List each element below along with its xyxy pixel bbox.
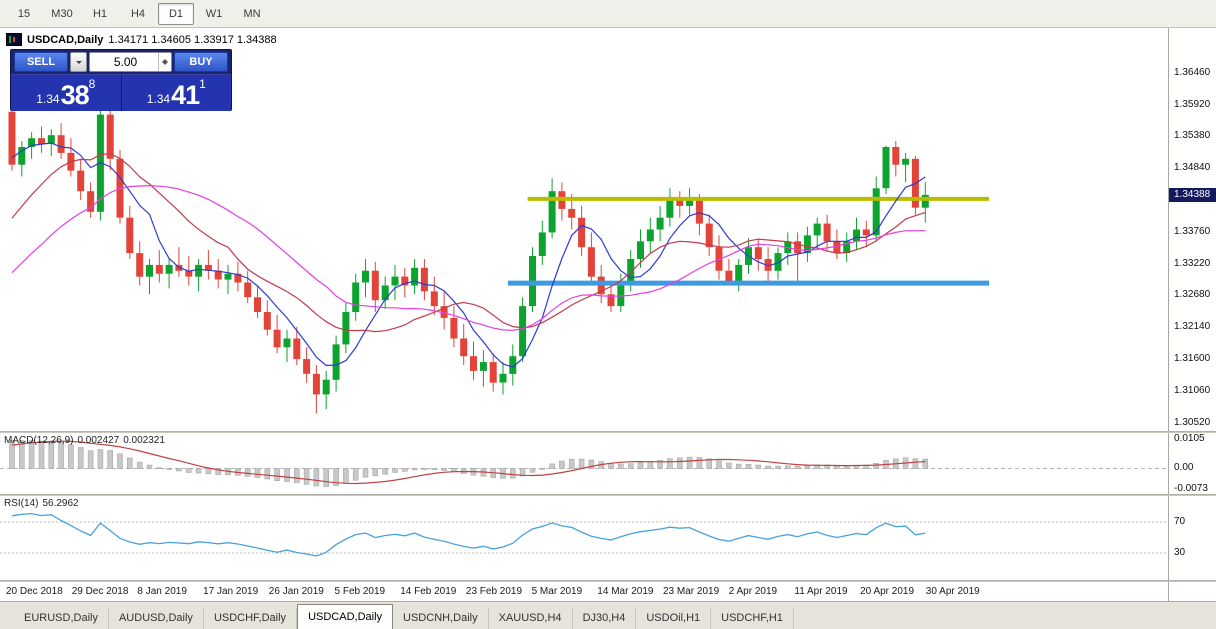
price-axis-label: 1.32140 [1174, 321, 1211, 333]
macd-name: MACD(12,26,9) [4, 435, 74, 446]
macd-axis-label: 0.00 [1174, 462, 1194, 474]
time-axis-label: 14 Feb 2019 [400, 586, 457, 597]
price-axis-label: 1.33220 [1174, 257, 1211, 269]
rsi-value: 56.2962 [42, 498, 79, 509]
timeframe-button-mn[interactable]: MN [243, 7, 261, 20]
timeframe-button-h4[interactable]: H4 [130, 7, 146, 20]
time-axis-label: 29 Dec 2018 [71, 586, 129, 597]
rsi-axis-label: 30 [1174, 547, 1186, 558]
candlestick-series [8, 105, 929, 414]
price-scale[interactable]: 1.364601.359201.353801.348401.343001.337… [1168, 28, 1216, 431]
time-axis-label: 20 Apr 2019 [860, 586, 915, 597]
chart-tab-usdchf-h1[interactable]: USDCHF,H1 [711, 608, 794, 629]
timeframe-button-d1[interactable]: D1 [158, 2, 194, 25]
sell-price-display[interactable]: 1.34 38 8 [11, 75, 122, 111]
macd-pane: MACD(12,26,9) 0.002427 0.002321 0.0105 0.00… [0, 433, 1216, 494]
order-type-dropdown[interactable] [70, 52, 87, 72]
price-axis-label: 1.34840 [1174, 162, 1211, 174]
timeframe-button-15[interactable]: 15 [17, 7, 31, 20]
time-axis-label: 26 Jan 2019 [268, 586, 324, 597]
chart-window: USDCAD,Daily 1.34171 1.34605 1.33917 1.3… [0, 28, 1216, 601]
macd-signal-value: 0.002321 [123, 435, 165, 446]
rsi-indicator[interactable] [0, 496, 1168, 580]
macd-axis-label: 0.0105 [1174, 433, 1205, 444]
spinner-down-icon[interactable] [159, 62, 171, 71]
time-axis-label: 11 Apr 2019 [794, 586, 848, 597]
price-axis-label: 1.30520 [1174, 416, 1211, 428]
chart-tab-usdoil-h1[interactable]: USDOil,H1 [636, 608, 712, 629]
sell-price-prefix: 1.34 [36, 92, 60, 106]
price-chart-pane: USDCAD,Daily 1.34171 1.34605 1.33917 1.3… [0, 28, 1216, 431]
time-axis-label: 5 Mar 2019 [531, 586, 583, 597]
buy-price-pips: 41 [171, 80, 200, 110]
buy-price-prefix: 1.34 [146, 92, 171, 106]
sell-button[interactable]: SELL [14, 52, 68, 72]
time-axis-label: 5 Feb 2019 [334, 586, 386, 597]
rsi-scale[interactable]: 70 30 [1168, 496, 1216, 580]
macd-indicator[interactable] [0, 433, 1168, 494]
macd-axis-label: -0.0073 [1174, 483, 1208, 494]
price-axis-label: 1.33760 [1174, 225, 1211, 237]
chart-tab-usdcnh-daily[interactable]: USDCNH,Daily [393, 608, 489, 629]
buy-price-point: 1 [199, 77, 206, 91]
timeframe-button-h1[interactable]: H1 [92, 7, 108, 20]
time-axis-label: 23 Feb 2019 [465, 586, 523, 597]
macd-value: 0.002427 [77, 435, 120, 446]
time-axis-label: 14 Mar 2019 [597, 586, 654, 597]
candlestick-chart[interactable] [0, 28, 1168, 431]
price-axis-label: 1.35920 [1174, 98, 1211, 110]
volume-spinner [158, 53, 171, 71]
price-axis-label: 1.31600 [1174, 353, 1211, 365]
time-axis-label: 30 Apr 2019 [925, 586, 980, 597]
chart-tab-dj30-h4[interactable]: DJ30,H4 [573, 608, 637, 629]
chart-tab-xauusd-h4[interactable]: XAUUSD,H4 [489, 608, 573, 629]
axis-corner [1168, 582, 1216, 601]
time-axis-label: 8 Jan 2019 [137, 586, 187, 597]
chart-tab-usdcad-daily[interactable]: USDCAD,Daily [297, 604, 394, 629]
price-axis-label: 1.31060 [1174, 384, 1211, 396]
chart-symbol-period: USDCAD,Daily [27, 33, 104, 46]
pane-separator[interactable] [0, 580, 1216, 582]
rsi-name: RSI(14) [4, 498, 39, 509]
rsi-axis-label: 70 [1174, 516, 1186, 527]
pane-separator[interactable] [0, 431, 1216, 433]
rsi-pane: RSI(14) 56.2962 70 30 [0, 496, 1216, 580]
time-axis-label: 2 Apr 2019 [728, 586, 778, 597]
macd-scale[interactable]: 0.0105 0.00 -0.0073 [1168, 433, 1216, 494]
time-axis-label: 20 Dec 2018 [6, 586, 63, 597]
chart-tabs-bar: EURUSD,Daily AUDUSD,Daily USDCHF,Daily USDC… [0, 601, 1216, 629]
spinner-up-icon[interactable] [159, 53, 171, 62]
chart-window-icon [6, 33, 22, 46]
chart-title: USDCAD,Daily 1.34171 1.34605 1.33917 1.3… [6, 33, 277, 46]
buy-button[interactable]: BUY [174, 52, 228, 72]
sell-price-point: 8 [88, 77, 96, 91]
timeframe-toolbar: 15 M30 H1 H4 D1 W1 MN [0, 0, 1216, 28]
chart-tab-eurusd-daily[interactable]: EURUSD,Daily [14, 608, 109, 629]
trade-controls-row: SELL BUY [11, 50, 231, 74]
chart-tab-usdchf-daily[interactable]: USDCHF,Daily [204, 608, 298, 629]
pane-separator[interactable] [0, 494, 1216, 496]
chart-ohlc-values: 1.34171 1.34605 1.33917 1.34388 [108, 33, 277, 46]
one-click-trading-panel: SELL BUY 1.34 38 8 [10, 49, 232, 111]
price-axis-label: 1.32680 [1174, 289, 1211, 301]
timeframe-button-m30[interactable]: M30 [51, 7, 73, 20]
chart-tab-audusd-daily[interactable]: AUDUSD,Daily [109, 608, 204, 629]
time-axis-label: 17 Jan 2019 [203, 586, 259, 597]
trade-prices-row: 1.34 38 8 1.34 41 1 [11, 74, 231, 111]
volume-field [89, 52, 172, 72]
time-axis-label: 23 Mar 2019 [663, 586, 720, 597]
buy-price-display[interactable]: 1.34 41 1 [121, 75, 231, 111]
macd-label: MACD(12,26,9) 0.002427 0.002321 [4, 435, 169, 446]
sell-price-pips: 38 [60, 80, 90, 110]
price-axis-label: 1.36460 [1174, 66, 1211, 78]
time-axis[interactable]: 20 Dec 2018 29 Dec 2018 8 Jan 2019 17 Jan 2… [0, 582, 1216, 601]
price-axis-label: 1.35380 [1174, 130, 1211, 142]
current-price-badge: 1.34388 [1169, 187, 1216, 202]
volume-input[interactable] [90, 53, 171, 71]
timeframe-button-w1[interactable]: W1 [205, 7, 223, 20]
rsi-label: RSI(14) 56.2962 [4, 498, 83, 509]
